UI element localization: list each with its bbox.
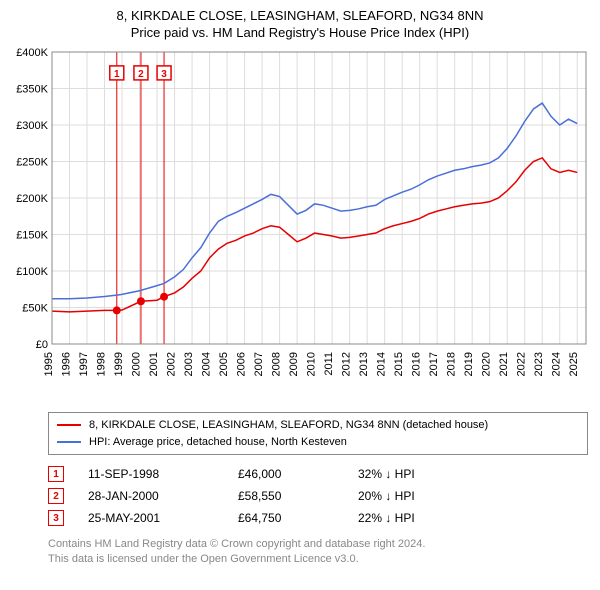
legend-item: 8, KIRKDALE CLOSE, LEASINGHAM, SLEAFORD,… [57, 417, 579, 434]
sale-marker-icon: 1 [48, 466, 64, 482]
sale-price: £46,000 [238, 467, 358, 481]
chart-plot-area: £0 £50K £100K £150K £200K £250K £300K £350K £400… [8, 44, 592, 404]
svg-text:£50K: £50K [22, 303, 48, 315]
svg-text:2001: 2001 [148, 352, 160, 376]
svg-text:1999: 1999 [113, 352, 125, 376]
svg-text:2007: 2007 [253, 352, 265, 376]
svg-text:2005: 2005 [218, 352, 230, 376]
svg-text:2014: 2014 [376, 352, 388, 376]
attribution: Contains HM Land Registry data © Crown c… [48, 537, 592, 568]
sale-price: £64,750 [238, 511, 358, 525]
sale-row: 1 11-SEP-1998£46,00032% ↓ HPI [48, 463, 588, 485]
svg-text:1997: 1997 [78, 352, 90, 376]
legend: 8, KIRKDALE CLOSE, LEASINGHAM, SLEAFORD,… [48, 412, 588, 455]
svg-text:2003: 2003 [183, 352, 195, 376]
svg-text:£150K: £150K [16, 230, 48, 242]
svg-text:£100K: £100K [16, 266, 48, 278]
sale-date: 28-JAN-2000 [88, 489, 238, 503]
svg-text:£300K: £300K [16, 120, 48, 132]
svg-text:2004: 2004 [201, 352, 213, 376]
svg-text:1995: 1995 [43, 352, 55, 376]
sales-table: 1 11-SEP-1998£46,00032% ↓ HPI 2 28-JAN-2000… [48, 463, 588, 529]
svg-text:1998: 1998 [96, 352, 108, 376]
svg-text:2008: 2008 [271, 352, 283, 376]
sale-date: 11-SEP-1998 [88, 467, 238, 481]
attribution-line-2: This data is licensed under the Open Gov… [48, 552, 592, 567]
svg-text:2016: 2016 [411, 352, 423, 376]
sale-row: 3 25-MAY-2001£64,75022% ↓ HPI [48, 507, 588, 529]
legend-swatch [57, 441, 81, 443]
svg-text:2025: 2025 [568, 352, 580, 376]
sale-date: 25-MAY-2001 [88, 511, 238, 525]
chart-title: 8, KIRKDALE CLOSE, LEASINGHAM, SLEAFORD,… [8, 8, 592, 23]
svg-text:1: 1 [114, 69, 120, 80]
svg-text:2002: 2002 [166, 352, 178, 376]
svg-text:£200K: £200K [16, 193, 48, 205]
svg-text:2024: 2024 [551, 352, 563, 376]
svg-text:£350K: £350K [16, 84, 48, 96]
sale-row: 2 28-JAN-2000£58,55020% ↓ HPI [48, 485, 588, 507]
svg-text:2012: 2012 [341, 352, 353, 376]
svg-text:£250K: £250K [16, 157, 48, 169]
svg-text:1996: 1996 [61, 352, 73, 376]
svg-text:2022: 2022 [516, 352, 528, 376]
legend-label: HPI: Average price, detached house, Nort… [89, 434, 347, 451]
svg-text:£400K: £400K [16, 47, 48, 59]
svg-text:3: 3 [161, 69, 167, 80]
svg-text:2020: 2020 [481, 352, 493, 376]
svg-text:2019: 2019 [463, 352, 475, 376]
svg-text:2013: 2013 [358, 352, 370, 376]
chart-svg: £0 £50K £100K £150K £200K £250K £300K £350K £400… [8, 44, 592, 404]
attribution-line-1: Contains HM Land Registry data © Crown c… [48, 537, 592, 552]
svg-text:2010: 2010 [306, 352, 318, 376]
legend-item: HPI: Average price, detached house, Nort… [57, 434, 579, 451]
sale-marker-icon: 3 [48, 510, 64, 526]
svg-text:2018: 2018 [446, 352, 458, 376]
legend-label: 8, KIRKDALE CLOSE, LEASINGHAM, SLEAFORD,… [89, 417, 488, 434]
svg-text:2000: 2000 [131, 352, 143, 376]
svg-text:£0: £0 [36, 339, 48, 351]
svg-text:2006: 2006 [236, 352, 248, 376]
sale-diff: 22% ↓ HPI [358, 511, 478, 525]
svg-text:2021: 2021 [498, 352, 510, 376]
legend-swatch [57, 424, 81, 426]
sale-diff: 32% ↓ HPI [358, 467, 478, 481]
svg-text:2015: 2015 [393, 352, 405, 376]
svg-text:2009: 2009 [288, 352, 300, 376]
sale-price: £58,550 [238, 489, 358, 503]
chart-container: 8, KIRKDALE CLOSE, LEASINGHAM, SLEAFORD,… [8, 8, 592, 568]
sale-marker-icon: 2 [48, 488, 64, 504]
svg-text:2: 2 [138, 69, 144, 80]
svg-text:2017: 2017 [428, 352, 440, 376]
sale-diff: 20% ↓ HPI [358, 489, 478, 503]
chart-subtitle: Price paid vs. HM Land Registry's House … [8, 25, 592, 40]
svg-text:2023: 2023 [533, 352, 545, 376]
title-block: 8, KIRKDALE CLOSE, LEASINGHAM, SLEAFORD,… [8, 8, 592, 40]
svg-text:2011: 2011 [323, 352, 335, 376]
